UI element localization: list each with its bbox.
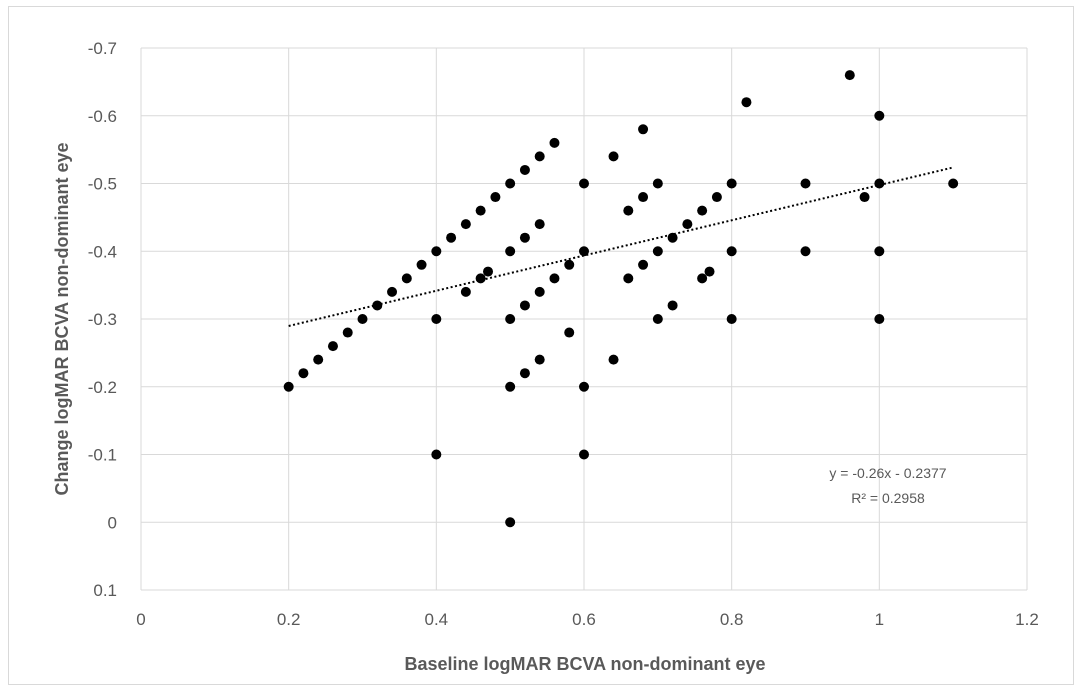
data-point <box>608 354 619 365</box>
data-point <box>483 266 494 277</box>
data-point <box>874 246 885 257</box>
data-point <box>313 354 324 365</box>
data-point <box>652 246 663 257</box>
y-tick-label: -0.3 <box>88 310 117 329</box>
data-point <box>327 341 338 352</box>
data-point <box>800 178 811 189</box>
data-point <box>844 70 855 81</box>
x-tick-label: 0 <box>136 610 145 629</box>
data-point <box>579 246 589 257</box>
grid-lines <box>140 47 1028 591</box>
data-point <box>667 300 678 311</box>
data-point <box>534 219 545 230</box>
data-point <box>652 314 663 324</box>
data-point <box>460 286 471 297</box>
y-tick-label: -0.6 <box>88 107 117 126</box>
data-point <box>682 219 693 230</box>
data-point <box>283 381 294 392</box>
y-axis-title: Change logMAR BCVA non-dominant eye <box>52 143 72 496</box>
data-point <box>534 286 545 297</box>
y-tick-label: -0.7 <box>88 39 117 58</box>
x-axis-title: Baseline logMAR BCVA non-dominant eye <box>404 654 765 674</box>
data-point <box>519 232 530 243</box>
data-point <box>534 354 545 365</box>
data-point <box>623 273 634 284</box>
x-tick-label: 0.8 <box>720 610 744 629</box>
trendline-equation: y = -0.26x - 0.2377 <box>829 465 946 481</box>
data-point <box>564 259 575 270</box>
data-point <box>874 178 885 189</box>
x-tick-label: 1 <box>875 610 884 629</box>
data-point <box>667 232 678 243</box>
data-point <box>579 178 589 189</box>
data-point <box>505 178 516 189</box>
data-point <box>726 246 737 257</box>
data-point <box>741 97 752 108</box>
data-point <box>726 314 737 324</box>
data-point <box>638 124 649 135</box>
data-point <box>387 286 398 297</box>
data-point <box>372 300 383 311</box>
data-point <box>874 110 885 121</box>
y-tick-label: 0.1 <box>93 581 117 600</box>
data-point <box>697 273 708 284</box>
trendline <box>288 166 954 327</box>
data-point <box>652 178 663 189</box>
data-point <box>475 273 486 284</box>
data-point <box>475 205 486 216</box>
data-point <box>638 192 649 203</box>
data-point <box>519 368 530 379</box>
data-point <box>579 449 589 460</box>
data-point <box>711 192 722 203</box>
chart-frame <box>8 6 1074 685</box>
data-point <box>638 259 649 270</box>
data-point <box>446 232 457 243</box>
data-point <box>431 246 442 257</box>
y-tick-label: -0.2 <box>88 378 117 397</box>
data-point <box>948 178 959 189</box>
data-point <box>460 219 471 230</box>
data-point <box>608 151 619 162</box>
data-point <box>505 246 516 257</box>
data-point <box>534 151 545 162</box>
data-point <box>519 164 530 175</box>
x-tick-label: 0.4 <box>425 610 449 629</box>
data-point <box>416 259 427 270</box>
data-point <box>490 192 501 203</box>
y-tick-label: -0.1 <box>88 446 117 465</box>
data-point <box>505 517 516 528</box>
data-points <box>283 70 959 528</box>
data-point <box>549 137 560 148</box>
x-tick-label: 0.2 <box>277 610 301 629</box>
data-point <box>357 314 368 324</box>
data-point <box>401 273 412 284</box>
data-point <box>519 300 530 311</box>
data-point <box>874 314 885 324</box>
data-point <box>623 205 634 216</box>
data-point <box>704 266 715 277</box>
data-point <box>726 178 737 189</box>
data-point <box>431 314 442 324</box>
y-tick-label: -0.4 <box>88 242 117 261</box>
data-point <box>298 368 309 379</box>
data-point <box>431 449 442 460</box>
y-tick-label: 0 <box>108 513 117 532</box>
data-point <box>859 192 870 203</box>
x-tick-label: 0.6 <box>572 610 596 629</box>
x-tick-label: 1.2 <box>1015 610 1039 629</box>
tick-labels: 0 0.2 0.4 0.6 0.8 1 1.2 -0.7 -0.6 -0.5 -0.4 -0.3 -0.… <box>88 39 1039 629</box>
data-point <box>579 381 589 392</box>
y-tick-label: -0.5 <box>88 175 117 194</box>
data-point <box>564 327 575 338</box>
data-point <box>505 381 516 392</box>
data-point <box>549 273 560 284</box>
data-point <box>342 327 353 338</box>
data-point <box>505 314 516 324</box>
trendline-r-squared: R² = 0.2958 <box>851 490 925 506</box>
data-point <box>697 205 708 216</box>
data-point <box>800 246 811 257</box>
